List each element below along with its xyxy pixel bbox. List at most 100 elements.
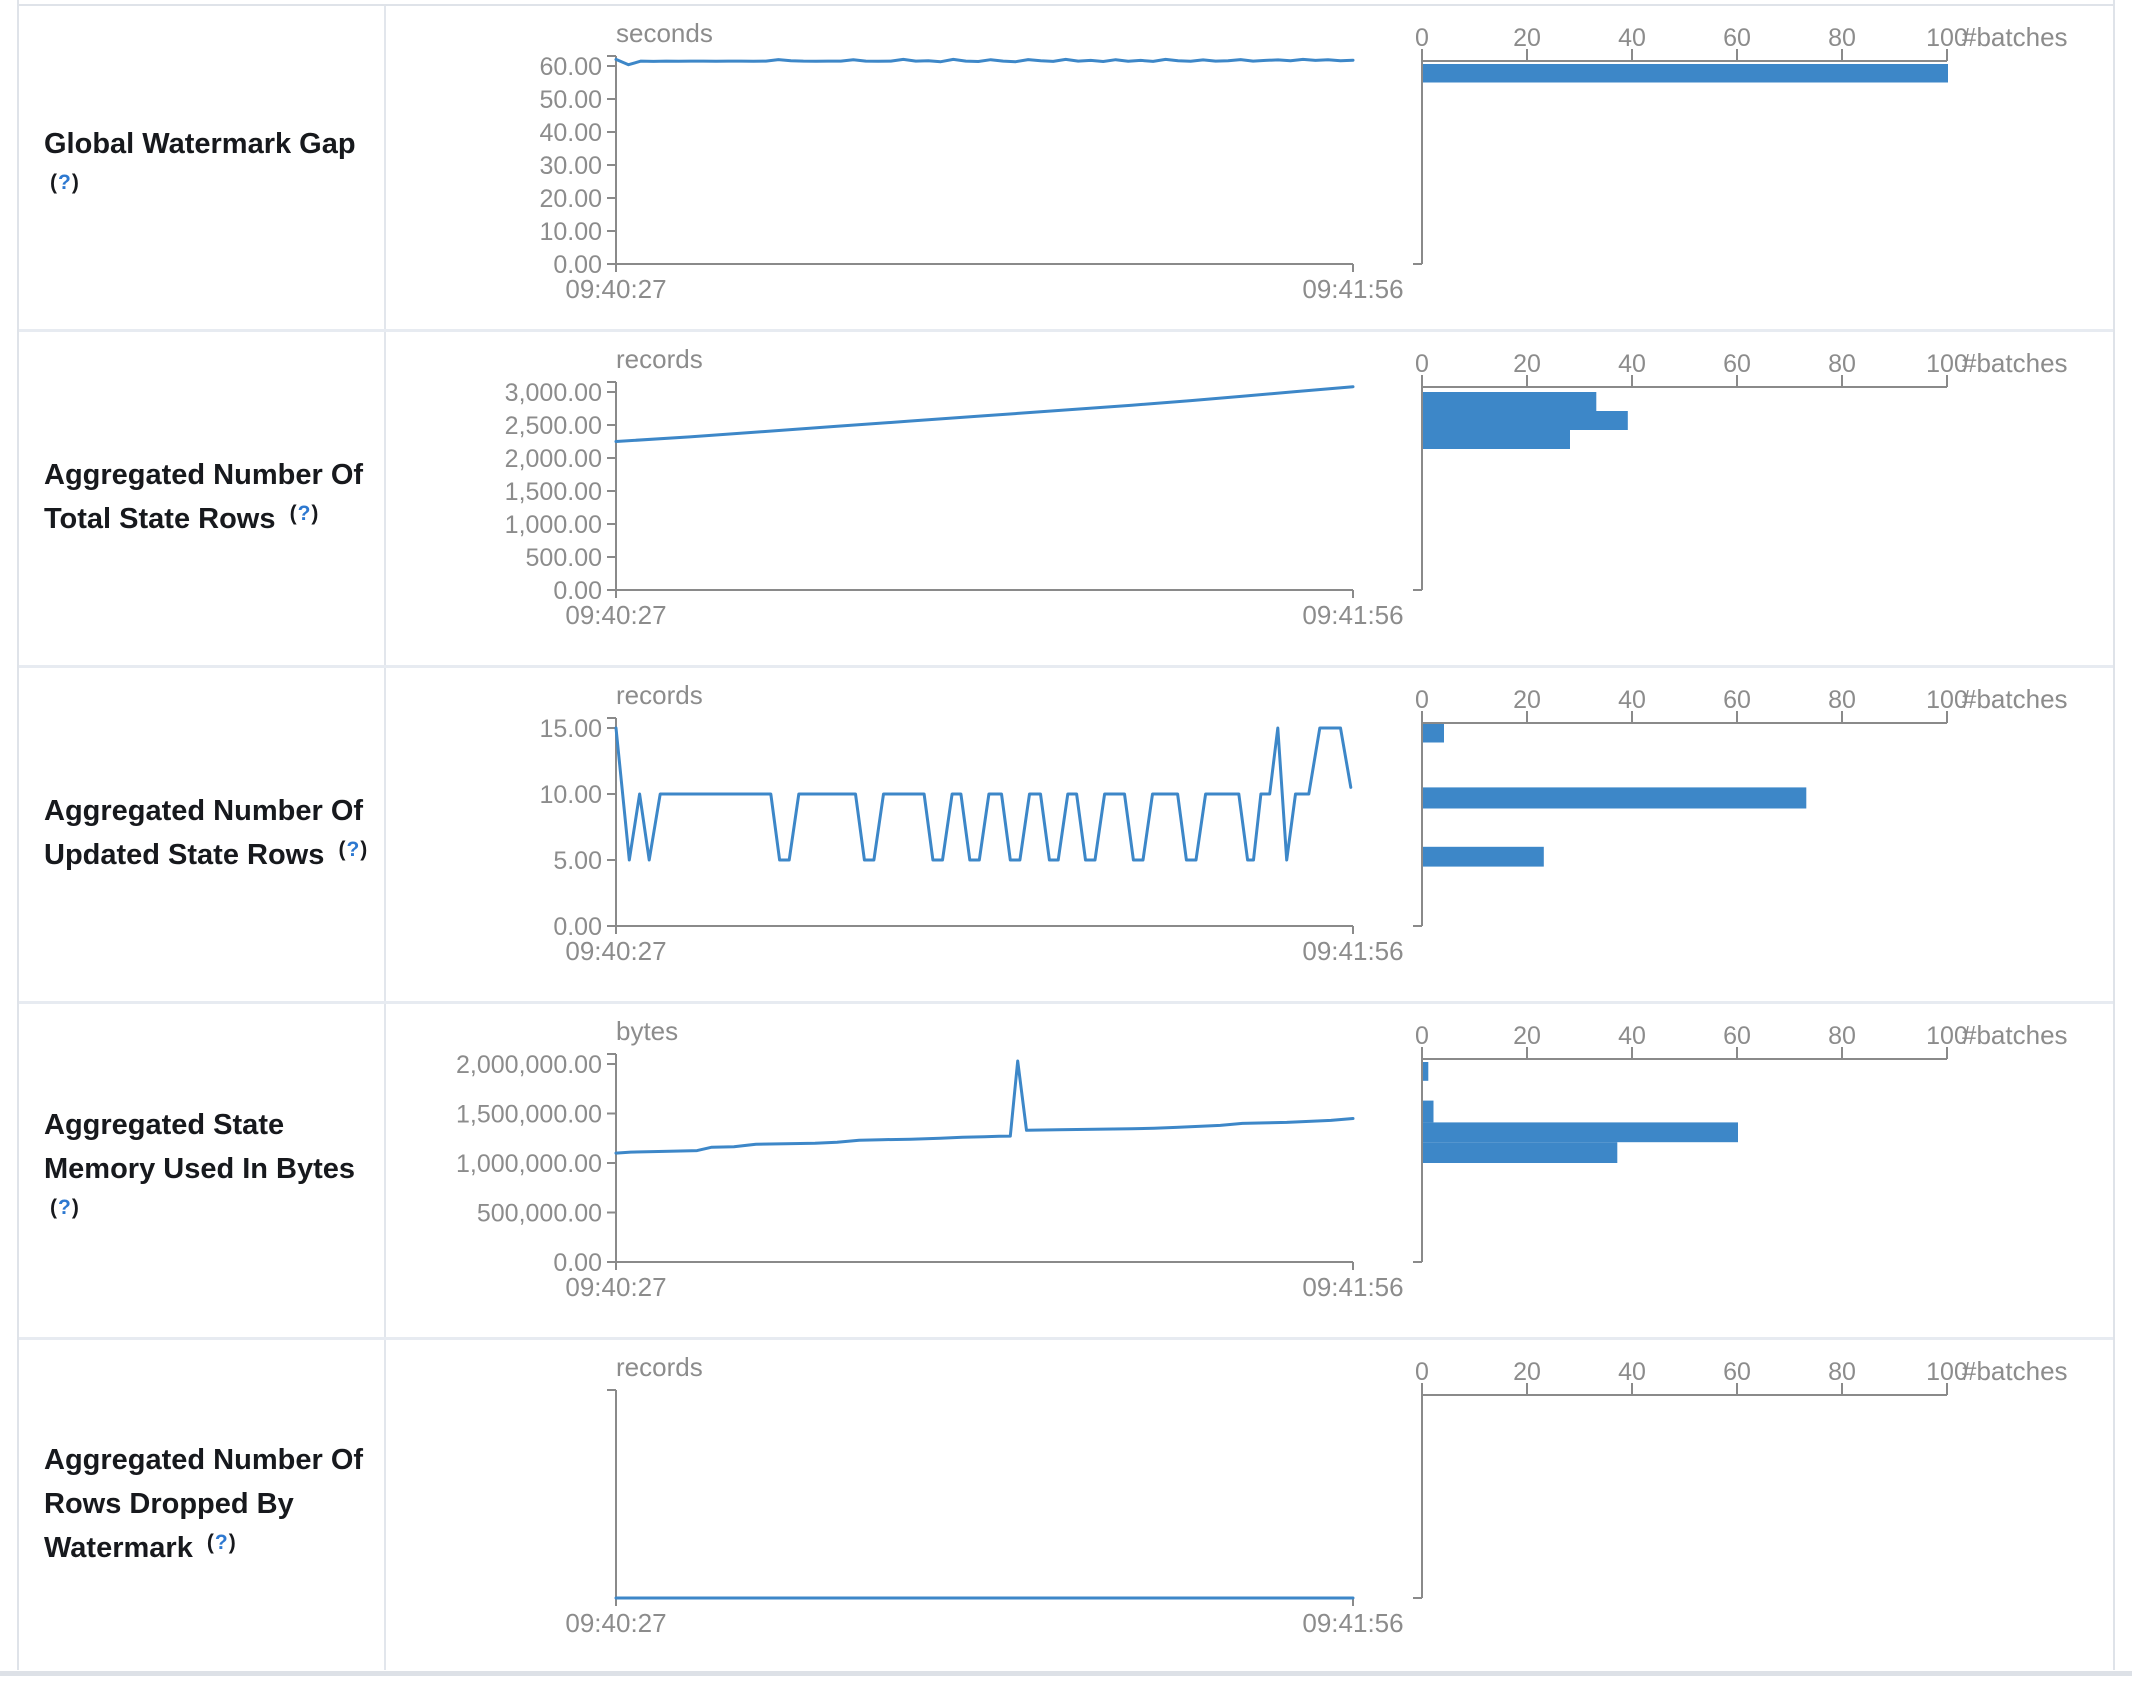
metric-row-rows-dropped-by-watermark: Aggregated Number Of Rows Dropped By Water… <box>19 1340 2113 1670</box>
svg-text:60: 60 <box>1723 1022 1751 1050</box>
svg-text:1,500,000.00: 1,500,000.00 <box>456 1101 602 1129</box>
svg-text:2,000,000.00: 2,000,000.00 <box>456 1051 602 1079</box>
svg-text:40: 40 <box>1618 350 1646 378</box>
svg-text:0: 0 <box>1415 350 1429 378</box>
svg-text:09:40:27: 09:40:27 <box>565 600 666 630</box>
svg-text:80: 80 <box>1828 350 1856 378</box>
svg-text:09:40:27: 09:40:27 <box>565 936 666 966</box>
timeline-histogram-chart: records 15.00 10.00 5.00 0.00 09:40:27 09:41:5… <box>386 668 2113 1001</box>
svg-text:10.00: 10.00 <box>539 218 602 246</box>
chart-svg: records 3,000.00 2,500.00 2,000.00 1,500.00 1… <box>505 344 2068 630</box>
timeline-histogram-chart: records 09:40:27 09:41:56 0 20 40 60 80 100 #batc… <box>386 1340 2113 1670</box>
metric-label: Aggregated Number Of Total State Rows (?) <box>44 459 364 535</box>
histogram-bar <box>1423 411 1628 430</box>
help-question-mark: ? <box>58 171 72 194</box>
histogram-bar <box>1423 64 1948 83</box>
svg-text:09:41:56: 09:41:56 <box>1302 600 1403 630</box>
help-icon[interactable]: (?) <box>289 502 320 525</box>
histogram-bar <box>1423 1062 1429 1081</box>
chart-svg: bytes 2,000,000.00 1,500,000.00 1,000,000.0… <box>456 1016 2068 1302</box>
svg-text:0.00: 0.00 <box>553 913 602 941</box>
help-icon[interactable]: (?) <box>50 1196 80 1219</box>
svg-text:80: 80 <box>1828 686 1856 714</box>
metric-label-cell: Aggregated Number Of Updated State Rows (… <box>19 668 386 1001</box>
timeline-chart: bytes 2,000,000.00 1,500,000.00 1,000,000.0… <box>456 1016 1404 1302</box>
svg-text:100: 100 <box>1926 24 1968 52</box>
svg-text:0: 0 <box>1415 686 1429 714</box>
histogram-bar <box>1423 430 1570 449</box>
help-icon[interactable]: (?) <box>206 1530 237 1554</box>
svg-text:0.00: 0.00 <box>553 251 602 279</box>
svg-text:#batches: #batches <box>1962 1356 2068 1386</box>
svg-text:0: 0 <box>1415 24 1429 52</box>
svg-text:0: 0 <box>1415 1022 1429 1050</box>
histogram-chart: 0 20 40 60 80 100#batches <box>1413 348 2068 591</box>
metric-row-total-state-rows: Aggregated Number Of Total State Rows (?)… <box>19 332 2113 668</box>
svg-text:100: 100 <box>1926 686 1968 714</box>
svg-text:0.00: 0.00 <box>553 577 602 605</box>
svg-text:20: 20 <box>1513 1022 1541 1050</box>
timeline-histogram-chart: bytes 2,000,000.00 1,500,000.00 1,000,000.0… <box>386 1004 2113 1337</box>
metric-label: Aggregated Number Of Updated State Rows (… <box>44 795 369 871</box>
svg-text:500,000.00: 500,000.00 <box>477 1200 602 1228</box>
svg-text:500.00: 500.00 <box>526 544 602 572</box>
metric-row-state-memory-used: Aggregated State Memory Used In Bytes (?) … <box>19 1004 2113 1340</box>
metric-label: Aggregated State Memory Used In Bytes (?) <box>44 1109 356 1219</box>
svg-text:20: 20 <box>1513 686 1541 714</box>
svg-text:80: 80 <box>1828 1358 1856 1386</box>
svg-text:80: 80 <box>1828 1022 1856 1050</box>
svg-text:09:41:56: 09:41:56 <box>1302 936 1403 966</box>
help-icon[interactable]: (?) <box>50 171 80 194</box>
svg-text:100: 100 <box>1926 350 1968 378</box>
chart-svg: seconds 60.00 50.00 40.00 30.00 20.00 10.00 0.0… <box>539 18 2068 304</box>
metric-label-cell: Aggregated State Memory Used In Bytes (?) <box>19 1004 386 1337</box>
svg-text:40: 40 <box>1618 1358 1646 1386</box>
svg-text:09:41:56: 09:41:56 <box>1302 1272 1403 1302</box>
svg-text:seconds: seconds <box>616 18 713 48</box>
svg-text:2,500.00: 2,500.00 <box>505 412 602 440</box>
histogram-bar <box>1423 392 1597 411</box>
svg-text:1,500.00: 1,500.00 <box>505 478 602 506</box>
timeline-chart: records 09:40:27 09:41:56 <box>565 1352 1403 1638</box>
help-question-mark: ? <box>214 1530 229 1554</box>
svg-text:records: records <box>616 680 703 710</box>
chart-svg: records 09:40:27 09:41:56 0 20 40 60 80 100#batc… <box>565 1352 2068 1638</box>
svg-text:100: 100 <box>1926 1358 1968 1386</box>
svg-text:#batches: #batches <box>1962 684 2068 714</box>
svg-text:09:40:27: 09:40:27 <box>565 274 666 304</box>
histogram-chart: 0 20 40 60 80 100#batches <box>1413 22 2068 265</box>
svg-text:#batches: #batches <box>1962 348 2068 378</box>
histogram-bar <box>1423 846 1544 867</box>
svg-text:40: 40 <box>1618 1022 1646 1050</box>
metric-row-updated-state-rows: Aggregated Number Of Updated State Rows (… <box>19 668 2113 1004</box>
svg-text:bytes: bytes <box>616 1016 678 1046</box>
svg-text:60: 60 <box>1723 1358 1751 1386</box>
svg-text:0.00: 0.00 <box>553 1249 602 1277</box>
svg-text:60: 60 <box>1723 350 1751 378</box>
timeline-histogram-chart: records 3,000.00 2,500.00 2,000.00 1,500.00 1… <box>386 332 2113 665</box>
metric-label-cell: Aggregated Number Of Total State Rows (?) <box>19 332 386 665</box>
svg-text:09:40:27: 09:40:27 <box>565 1608 666 1638</box>
metric-label: Aggregated Number Of Rows Dropped By Water… <box>44 1443 364 1564</box>
timeline-chart: seconds 60.00 50.00 40.00 30.00 20.00 10.00 0.0… <box>539 18 1403 304</box>
svg-text:09:41:56: 09:41:56 <box>1302 274 1403 304</box>
svg-text:40: 40 <box>1618 24 1646 52</box>
help-icon[interactable]: (?) <box>338 838 369 861</box>
help-question-mark: ? <box>297 502 312 525</box>
metric-label-cell: Global Watermark Gap (?) <box>19 6 386 329</box>
svg-text:#batches: #batches <box>1962 22 2068 52</box>
svg-text:60: 60 <box>1723 686 1751 714</box>
svg-text:20: 20 <box>1513 24 1541 52</box>
metric-label: Global Watermark Gap (?) <box>44 128 356 194</box>
histogram-bar <box>1423 1100 1434 1123</box>
svg-text:09:40:27: 09:40:27 <box>565 1272 666 1302</box>
svg-text:40.00: 40.00 <box>539 119 602 147</box>
histogram-bar <box>1423 1122 1738 1143</box>
svg-text:records: records <box>616 1352 703 1382</box>
timeline-chart: records 3,000.00 2,500.00 2,000.00 1,500.00 1… <box>505 344 1404 630</box>
table-top-gap <box>19 0 2113 4</box>
svg-text:30.00: 30.00 <box>539 152 602 180</box>
svg-text:3,000.00: 3,000.00 <box>505 379 602 407</box>
